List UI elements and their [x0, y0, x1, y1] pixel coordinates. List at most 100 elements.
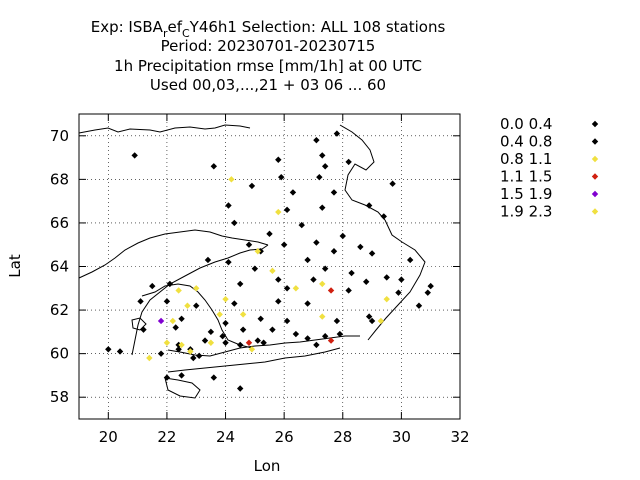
y-axis-label: Lat — [6, 254, 24, 278]
grid — [79, 114, 460, 419]
coast-sweden-west — [78, 229, 269, 279]
point-s0-39 — [363, 278, 370, 285]
point-s2-14 — [169, 317, 176, 325]
point-s2-15 — [178, 341, 185, 349]
point-s3-0 — [327, 287, 335, 294]
point-s2-21 — [175, 287, 182, 294]
legend-label-3: 1.1 1.5 — [500, 168, 552, 186]
legend-label-5: 1.9 2.3 — [500, 203, 552, 221]
coast-saaremaa — [164, 377, 201, 399]
x-tick-label-5: 30 — [392, 428, 411, 446]
point-s0-80 — [157, 350, 165, 357]
legend-marker-0 — [591, 120, 599, 128]
point-s0-20 — [298, 221, 305, 229]
point-s0-8 — [278, 173, 285, 181]
point-s0-3 — [319, 152, 326, 159]
point-s0-54 — [275, 298, 282, 305]
point-s0-14 — [225, 202, 232, 209]
title-suffix: Y46h1 Selection: ALL 108 stations — [189, 18, 446, 36]
point-s0-78 — [116, 348, 124, 355]
point-s2-10 — [216, 311, 223, 318]
point-s4-0 — [157, 317, 165, 325]
point-s2-13 — [377, 317, 385, 325]
point-s0-0 — [131, 152, 138, 159]
title-line-2: Period: 20230701-20230715 — [161, 37, 376, 55]
point-s2-12 — [319, 313, 326, 320]
coastline — [78, 124, 426, 399]
point-s2-5 — [319, 280, 326, 288]
point-s0-30 — [304, 256, 311, 264]
point-s0-91 — [219, 333, 226, 340]
point-s0-56 — [415, 302, 423, 309]
title-sub1: r — [163, 27, 168, 40]
point-s0-58 — [222, 319, 229, 327]
point-s0-10 — [248, 182, 256, 190]
point-s0-51 — [163, 298, 171, 305]
point-s0-32 — [204, 256, 212, 264]
title-line-4: Used 00,03,...,21 + 03 06 ... 60 — [150, 76, 386, 94]
point-s0-84 — [175, 346, 182, 353]
title-sub2: C — [182, 27, 190, 40]
point-s0-7 — [210, 163, 218, 170]
point-s0-69 — [321, 333, 329, 340]
point-s0-77 — [105, 346, 112, 353]
point-s0-50 — [137, 298, 144, 305]
point-s2-20 — [248, 346, 256, 353]
point-s0-45 — [149, 282, 156, 290]
y-tick-label-2: 62 — [50, 301, 69, 319]
legend-marker-4 — [591, 190, 599, 198]
point-s0-4 — [275, 156, 282, 163]
y-tick-label-5: 68 — [50, 170, 69, 188]
point-s2-16 — [163, 339, 171, 346]
point-s0-22 — [313, 239, 320, 246]
point-s0-2 — [333, 130, 341, 137]
point-s0-53 — [231, 300, 238, 307]
coast-north — [78, 124, 251, 134]
point-s2-1 — [275, 208, 282, 216]
point-s0-73 — [236, 341, 244, 349]
point-s2-6 — [383, 295, 390, 303]
point-s0-76 — [313, 341, 320, 349]
point-s2-18 — [187, 348, 194, 355]
x-tick-label-1: 22 — [157, 428, 176, 446]
point-s0-62 — [365, 313, 373, 320]
point-s0-55 — [304, 300, 311, 307]
point-s2-17 — [146, 354, 153, 362]
point-s3-1 — [245, 339, 253, 346]
point-s0-11 — [389, 180, 396, 187]
point-s0-40 — [398, 276, 405, 283]
point-s0-46 — [166, 280, 174, 288]
legend-marker-3 — [591, 173, 599, 180]
point-s2-19 — [207, 339, 215, 346]
point-s0-67 — [269, 326, 276, 333]
point-s0-6 — [321, 163, 329, 170]
point-s2-3 — [269, 267, 276, 275]
x-tick-label-3: 26 — [275, 428, 294, 446]
point-s0-17 — [319, 204, 326, 211]
point-s2-0 — [228, 176, 235, 183]
point-s0-24 — [245, 241, 253, 248]
legend-label-1: 0.4 0.8 — [500, 133, 552, 151]
point-s0-87 — [163, 374, 171, 381]
title-line-3: 1h Precipitation rmse [mm/1h] at 00 UTC — [114, 57, 422, 75]
point-s0-66 — [239, 326, 247, 333]
point-s0-42 — [236, 280, 244, 288]
point-s2-9 — [184, 302, 191, 309]
y-tick-label-0: 58 — [50, 388, 69, 406]
x-tick-label-4: 28 — [333, 428, 352, 446]
legend-label-0: 0.0 0.4 — [500, 115, 552, 133]
point-s0-63 — [140, 326, 147, 333]
plot-border — [78, 113, 461, 420]
point-s0-28 — [368, 250, 376, 257]
point-s0-36 — [348, 269, 355, 277]
point-s0-1 — [313, 136, 320, 144]
point-s0-75 — [304, 335, 311, 342]
legend-marker-2 — [591, 155, 599, 163]
point-s0-19 — [231, 219, 238, 227]
point-s0-60 — [283, 317, 291, 325]
point-s0-88 — [178, 372, 185, 379]
x-tick-label-2: 24 — [216, 428, 235, 446]
point-s0-38 — [310, 276, 317, 283]
point-s0-27 — [357, 243, 364, 251]
point-s0-90 — [236, 385, 244, 392]
